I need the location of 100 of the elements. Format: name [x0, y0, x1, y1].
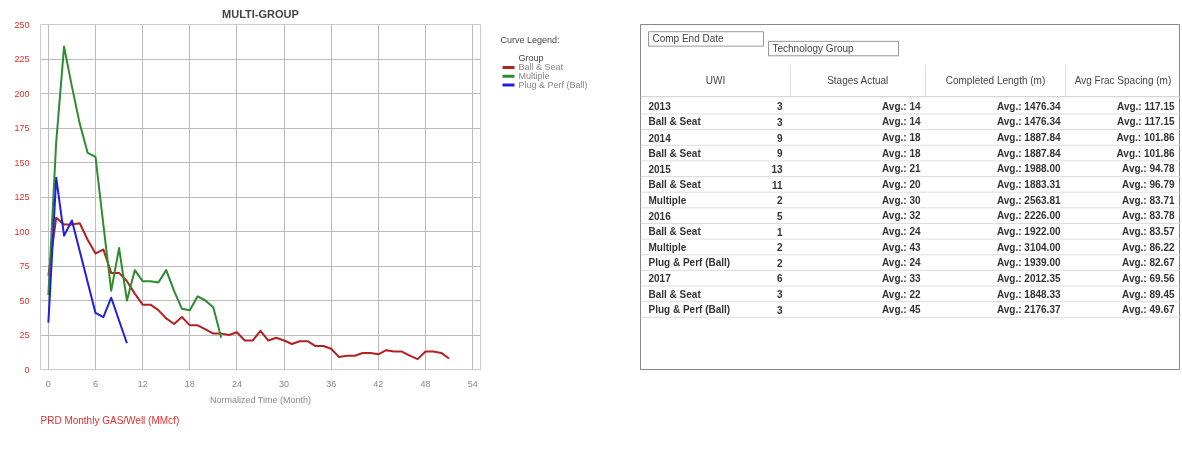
text: 1 [776, 226, 783, 238]
x-axis-title: Normalized Time (Month) [209, 394, 311, 405]
text: Avg.: 3104.00 [996, 241, 1061, 253]
x-tick-label: 18 [184, 378, 195, 389]
text: Avg.: 49.67 [1122, 304, 1175, 316]
y-tick-label: 50 [19, 295, 30, 306]
x-tick-label: 48 [420, 378, 431, 389]
text: Avg.: 1476.34 [996, 116, 1061, 128]
x-tick-label: 54 [467, 378, 478, 389]
text: Multiple [648, 194, 687, 206]
text: Avg.: 82.67 [1122, 257, 1175, 269]
text: Avg.: 14 [881, 100, 921, 112]
text: Avg.: 1922.00 [996, 226, 1061, 237]
x-tick-label: 0 [45, 378, 51, 389]
text: Comp End Date [652, 33, 725, 45]
text: 3 [776, 101, 783, 113]
y-tick-label: 25 [19, 330, 30, 340]
y-tick-label: 0 [24, 364, 30, 375]
text: 2015 [648, 163, 672, 175]
text: Avg.: 2012.35 [996, 272, 1061, 284]
text: Avg.: 83.71 [1122, 194, 1175, 206]
text: Avg.: 94.78 [1122, 163, 1175, 175]
text: Avg.: 32 [881, 210, 921, 222]
legend-label: Ball & Seat [518, 62, 564, 73]
text: 3 [776, 304, 783, 316]
text: PRD Monthly GAS/Well (MMcf) [40, 414, 180, 426]
text: Ball & Seat [648, 226, 702, 237]
x-tick-label: 12 [137, 378, 148, 389]
text: Completed Length (m) [945, 75, 1046, 87]
text: Avg.: 45 [881, 304, 921, 316]
y-tick-label: 250 [14, 19, 30, 30]
text: Avg.: 21 [881, 163, 921, 175]
text: Ball & Seat [648, 288, 702, 300]
text: 3 [776, 289, 783, 301]
text: 6 [776, 273, 783, 285]
text: 11 [771, 179, 783, 191]
text: Avg.: 1988.00 [996, 163, 1061, 175]
text: Stages Actual [827, 75, 889, 87]
y-tick-label: 75 [19, 261, 30, 271]
y-tick-label: 225 [14, 54, 30, 64]
text: Technology Group [772, 43, 855, 55]
line-series [47, 216, 451, 361]
text: Avg.: 1476.34 [996, 100, 1061, 112]
text: Avg.: 2563.81 [996, 194, 1061, 206]
x-tick-label: 6 [93, 378, 99, 389]
text: Avg.: 96.79 [1122, 179, 1175, 191]
y-tick-label: 175 [14, 123, 30, 133]
text: Avg.: 2176.37 [996, 304, 1061, 316]
x-tick-label: 36 [326, 378, 337, 389]
text: 3 [776, 116, 783, 128]
x-tick-label: 42 [373, 378, 384, 389]
line-series [47, 176, 128, 345]
text: Avg.: 83.78 [1122, 210, 1175, 222]
text: Ball & Seat [648, 116, 702, 128]
text: Avg.: 89.45 [1122, 288, 1175, 300]
text: 2017 [648, 273, 672, 285]
text: Avg.: 86.22 [1122, 241, 1175, 253]
text: Avg.: 18 [881, 147, 921, 159]
text: Avg.: 18 [881, 132, 921, 144]
text: Curve Legend: [500, 35, 560, 46]
text: 2016 [648, 210, 672, 222]
text: 9 [776, 132, 783, 144]
text: Avg.: 30 [881, 194, 921, 206]
text: Ball & Seat [648, 147, 702, 159]
x-tick-label: 24 [231, 378, 242, 389]
text: Avg.: 22 [881, 288, 921, 300]
text: Avg.: 101.86 [1116, 147, 1175, 159]
text: 2 [776, 195, 783, 207]
text: Avg.: 33 [881, 272, 921, 284]
text: Avg.: 1848.33 [996, 288, 1061, 300]
text: Avg.: 24 [881, 226, 921, 237]
chart-title: MULTI-GROUP [222, 7, 299, 20]
text: Avg.: 1887.84 [996, 147, 1061, 159]
text: Avg.: 24 [881, 257, 921, 269]
line-series [47, 45, 223, 339]
text: Avg.: 1939.00 [996, 257, 1061, 269]
text: Avg.: 101.86 [1116, 132, 1175, 144]
text: 2 [776, 257, 783, 269]
legend-label: Plug & Perf (Ball) [518, 79, 588, 90]
x-tick-label: 30 [279, 378, 290, 389]
text: 13 [771, 163, 783, 175]
text: Ball & Seat [648, 179, 702, 191]
y-tick-label: 200 [14, 88, 30, 99]
text: UWI [705, 75, 726, 87]
text: 9 [776, 148, 783, 160]
text: Avg.: 83.57 [1122, 226, 1175, 237]
text: Avg Frac Spacing (m) [1074, 75, 1172, 87]
text: Plug & Perf (Ball) [648, 257, 731, 269]
legend-label: Multiple [518, 71, 550, 82]
text: Avg.: 43 [881, 241, 921, 253]
text: 2 [776, 242, 783, 254]
text: Plug & Perf (Ball) [648, 304, 731, 316]
text: Avg.: 117.15 [1117, 116, 1175, 128]
legend-title: Group [518, 52, 544, 63]
y-tick-label: 150 [14, 157, 30, 168]
y-tick-label: 125 [14, 192, 30, 202]
text: Avg.: 2226.00 [996, 210, 1061, 222]
text: Avg.: 1883.31 [996, 179, 1061, 191]
text: Avg.: 20 [881, 179, 921, 191]
text: Avg.: 1887.84 [996, 132, 1061, 144]
